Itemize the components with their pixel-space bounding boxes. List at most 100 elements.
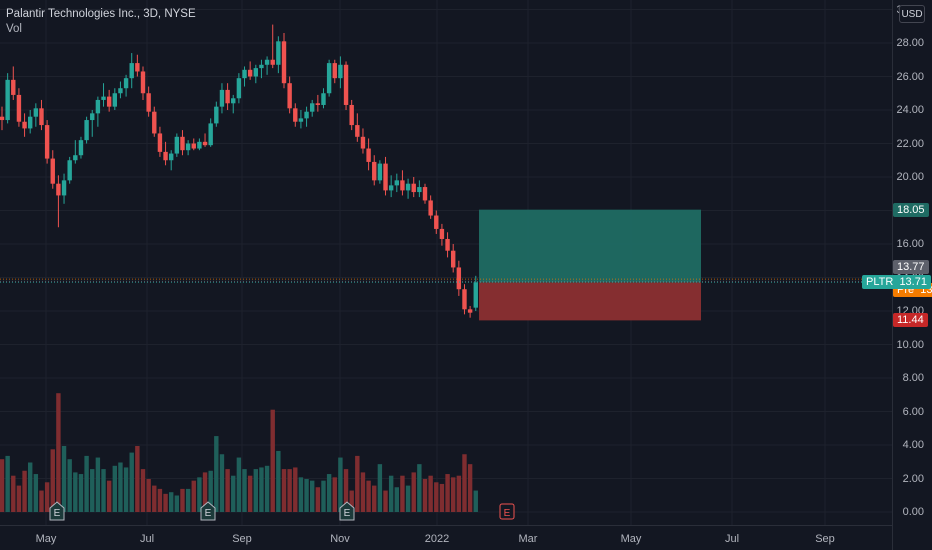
- candle-body: [281, 41, 287, 84]
- profit-zone[interactable]: [479, 209, 701, 283]
- candle-body: [332, 63, 337, 79]
- candle-body: [343, 64, 349, 105]
- candle-body: [462, 289, 467, 310]
- volume-bar: [135, 446, 140, 512]
- candle-body: [106, 96, 112, 107]
- volume-bar: [287, 469, 292, 512]
- volume-bar: [0, 459, 5, 512]
- candle-body: [169, 153, 174, 161]
- candle-body: [293, 108, 298, 122]
- volume-bar: [202, 472, 208, 512]
- volume-bar: [388, 475, 394, 512]
- candle-body: [118, 88, 123, 94]
- candle-body: [298, 118, 304, 122]
- candle-body: [225, 89, 230, 104]
- volume-bar: [84, 455, 89, 512]
- volume-bar: [451, 477, 456, 512]
- candle-body: [467, 309, 473, 313]
- candle-body: [360, 136, 366, 149]
- volume-bar: [185, 488, 191, 512]
- price-tick-label: 24.00: [896, 104, 924, 116]
- candle-body: [73, 155, 78, 161]
- time-tick-label: May: [620, 533, 642, 545]
- loss-zone[interactable]: [479, 282, 701, 321]
- candle-body: [152, 111, 157, 134]
- time-tick-label: Nov: [330, 533, 350, 545]
- volume-bar: [338, 457, 343, 512]
- candle-body: [242, 69, 247, 79]
- candle-body: [434, 215, 439, 229]
- candle-body: [191, 143, 196, 149]
- candle-body: [185, 143, 191, 151]
- volume-bar: [326, 474, 332, 512]
- candle-body: [180, 136, 185, 151]
- symbol-price-tag: PLTR 13.71: [862, 275, 931, 290]
- volume-bar: [163, 493, 168, 512]
- volume-bar: [383, 490, 388, 512]
- volume-bar: [315, 487, 321, 512]
- candle-body: [372, 161, 377, 181]
- volume-bar: [33, 474, 39, 512]
- candle-body: [140, 71, 146, 94]
- earnings-marker[interactable]: E: [200, 501, 216, 521]
- candle-body: [11, 79, 16, 95]
- volume-bar: [253, 469, 258, 512]
- price-tick-label: 0.00: [902, 506, 924, 518]
- volume-bar: [355, 455, 360, 512]
- candle-body: [61, 180, 67, 196]
- candle-body: [276, 41, 281, 65]
- time-tick-label: 2022: [424, 533, 450, 545]
- candle-body: [214, 106, 219, 124]
- time-tick-label: Jul: [724, 533, 740, 545]
- candle-body: [377, 163, 383, 181]
- volume-bar: [456, 475, 462, 512]
- time-tick-label: May: [35, 533, 57, 545]
- candle-body: [219, 89, 225, 107]
- earnings-marker-shape: [339, 501, 355, 521]
- volume-bar: [78, 474, 84, 512]
- volume-bar: [180, 488, 185, 512]
- chart-area[interactable]: E E E E Palantir Technologies Inc., 3D, NYS…: [0, 0, 892, 525]
- earnings-marker[interactable]: E: [339, 501, 355, 521]
- volume-bar: [247, 475, 253, 512]
- volume-bar: [360, 472, 366, 512]
- earnings-marker[interactable]: E: [499, 503, 515, 520]
- volume-bar: [343, 469, 349, 512]
- price-tick-label: 28.00: [896, 37, 924, 49]
- volume-bar: [22, 470, 27, 512]
- candle-body: [326, 63, 332, 94]
- candle-body: [456, 267, 462, 290]
- volume-bar: [372, 485, 377, 512]
- volume-bar: [298, 477, 304, 512]
- currency-button[interactable]: USD: [899, 5, 925, 23]
- volume-bar: [5, 455, 10, 512]
- earnings-marker[interactable]: E: [49, 501, 65, 521]
- volume-bar: [417, 464, 422, 512]
- volume-bar: [366, 480, 371, 512]
- candle-body: [411, 183, 416, 193]
- volume-bar: [39, 490, 44, 512]
- volume-bar: [50, 449, 55, 512]
- volume-bar: [56, 393, 61, 512]
- candle-body: [338, 64, 343, 79]
- volume-bar: [231, 475, 236, 512]
- volume-bar: [169, 492, 174, 512]
- candle-body: [247, 69, 253, 77]
- candle-body: [135, 63, 140, 72]
- volume-bar: [208, 470, 213, 512]
- volume-bar: [236, 457, 242, 512]
- time-tick-label: Sep: [232, 533, 252, 545]
- candle-body: [129, 63, 134, 79]
- candle-body: [349, 104, 354, 126]
- price-tick-label: 20.00: [896, 171, 924, 183]
- time-axis[interactable]: May Jul Sep Nov 2022 Mar May Jul Sep: [0, 525, 892, 550]
- volume-bar: [73, 472, 78, 512]
- candle-body: [310, 103, 315, 112]
- candle-body: [90, 113, 95, 121]
- candle-body: [39, 108, 44, 126]
- volume-bar: [174, 495, 180, 512]
- candle-body: [123, 78, 129, 89]
- volume-bar: [95, 457, 101, 512]
- volume-bar: [270, 409, 275, 512]
